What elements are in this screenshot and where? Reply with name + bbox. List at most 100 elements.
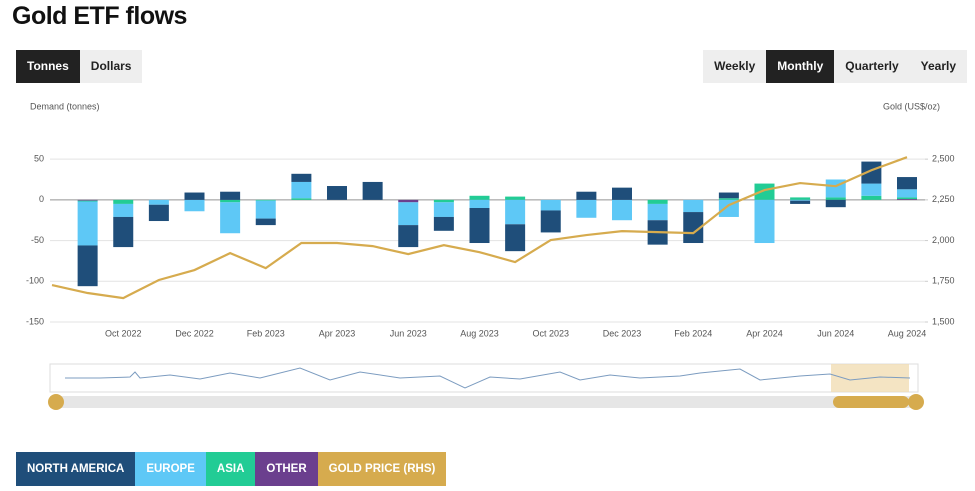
- quarterly-button[interactable]: Quarterly: [845, 59, 899, 73]
- bar-segment: [433, 216, 454, 231]
- y-tick-label: 50: [34, 154, 44, 164]
- bar-segment: [220, 202, 241, 234]
- navigator: [48, 363, 924, 410]
- period-toggle: Weekly Monthly Quarterly Yearly: [703, 50, 967, 83]
- bar-segment: [540, 199, 561, 211]
- bar-segment: [398, 225, 419, 248]
- bar-segment: [505, 196, 526, 200]
- bar-segment: [362, 181, 383, 200]
- legend-item[interactable]: ASIA: [205, 452, 256, 486]
- bar-segment: [398, 199, 419, 203]
- bar-segment: [398, 202, 419, 226]
- bar-segment: [861, 195, 882, 200]
- bar-segment: [469, 199, 490, 208]
- bar-segment: [790, 197, 811, 200]
- x-tick-label: Apr 2023: [319, 328, 356, 338]
- dollars-button[interactable]: Dollars: [90, 59, 132, 73]
- bar-segment: [897, 177, 917, 190]
- y-tick-label: -50: [31, 235, 44, 245]
- bar-segment: [505, 224, 526, 252]
- price-line: [51, 156, 908, 300]
- bar-segment: [576, 191, 597, 200]
- bar-segment: [77, 245, 98, 287]
- page-title: Gold ETF flows: [12, 2, 187, 30]
- x-tick-label: Aug 2023: [460, 328, 499, 338]
- monthly-button[interactable]: Monthly: [766, 50, 835, 83]
- x-tick-label: Jun 2023: [390, 328, 427, 338]
- bar-segment: [825, 197, 846, 200]
- y2-tick-label: 2,250: [932, 194, 955, 204]
- bar-segment: [718, 192, 739, 199]
- scroll-right-button[interactable]: [908, 394, 924, 410]
- scrollbar-thumb[interactable]: [833, 396, 909, 408]
- x-tick-label: Oct 2022: [105, 328, 142, 338]
- y2-tick-label: 1,500: [932, 316, 955, 326]
- x-tick-label: Dec 2022: [175, 328, 214, 338]
- bar-segment: [291, 198, 312, 200]
- weekly-button[interactable]: Weekly: [714, 59, 756, 73]
- x-tick-label: Feb 2024: [674, 328, 712, 338]
- legend-item[interactable]: NORTH AMERICA: [16, 452, 136, 486]
- bar-segment: [790, 200, 811, 204]
- bar-segment: [327, 186, 347, 200]
- bar-segment: [77, 199, 98, 201]
- bar-segment: [505, 199, 526, 225]
- bar-segment: [291, 181, 312, 199]
- y-tick-label: 0: [39, 194, 44, 204]
- bar-segment: [469, 195, 490, 200]
- x-tick-label: Dec 2023: [603, 328, 642, 338]
- bar-segment: [113, 203, 134, 217]
- unit-toggle: Tonnes Dollars: [16, 50, 143, 83]
- bar-segment: [897, 197, 917, 200]
- bar-segment: [148, 204, 169, 222]
- y2-axis-title: Gold (US$/oz): [883, 101, 940, 111]
- y2-tick-label: 2,500: [932, 154, 955, 164]
- bar-segment: [576, 199, 597, 218]
- y-tick-label: -100: [26, 276, 44, 286]
- bar-segment: [897, 189, 917, 198]
- bar-segment: [647, 203, 668, 221]
- bar-segment: [433, 202, 454, 217]
- bar-segment: [184, 199, 205, 212]
- bar-segment: [77, 201, 98, 246]
- bar-segment: [291, 173, 312, 182]
- bar-segment: [148, 199, 169, 205]
- bar-segment: [220, 191, 241, 200]
- bar-segment: [790, 199, 811, 201]
- legend-item[interactable]: OTHER: [255, 452, 318, 486]
- bar-segment: [754, 183, 775, 200]
- bar-segment: [647, 199, 668, 204]
- legend-item[interactable]: GOLD PRICE (RHS): [317, 452, 447, 486]
- x-tick-label: Oct 2023: [532, 328, 569, 338]
- x-tick-label: Jun 2024: [817, 328, 854, 338]
- bar-segment: [255, 199, 276, 201]
- bar-segment: [718, 198, 739, 200]
- bar-segment: [540, 210, 561, 233]
- bar-segment: [825, 199, 846, 208]
- bar-segment: [255, 218, 276, 226]
- yearly-button[interactable]: Yearly: [920, 59, 956, 73]
- scrollbar-track: [50, 396, 918, 408]
- y2-tick-label: 1,750: [932, 276, 955, 286]
- bar-segment: [861, 161, 882, 184]
- bar-segment: [113, 199, 134, 204]
- bar-segment: [612, 199, 632, 221]
- bar-segment: [683, 199, 704, 213]
- bar-segment: [113, 216, 134, 248]
- bar-segment: [220, 199, 241, 203]
- bar-segment: [897, 199, 917, 200]
- x-tick-label: Apr 2024: [746, 328, 783, 338]
- bar-segment: [469, 208, 490, 244]
- scroll-left-button[interactable]: [48, 394, 64, 410]
- bar-segment: [861, 183, 882, 196]
- legend: NORTH AMERICA EUROPE ASIA OTHER GOLD PRICE (…: [16, 452, 447, 486]
- bar-segment: [433, 199, 454, 203]
- bar-segment: [184, 192, 205, 200]
- legend-item[interactable]: EUROPE: [135, 452, 206, 486]
- bar-segment: [77, 200, 98, 202]
- tonnes-button[interactable]: Tonnes: [16, 50, 80, 83]
- chart: Demand (tonnes) Gold (US$/oz) -150 -100 -5…: [26, 101, 955, 410]
- x-tick-label: Feb 2023: [247, 328, 285, 338]
- navigator-frame: [49, 363, 919, 393]
